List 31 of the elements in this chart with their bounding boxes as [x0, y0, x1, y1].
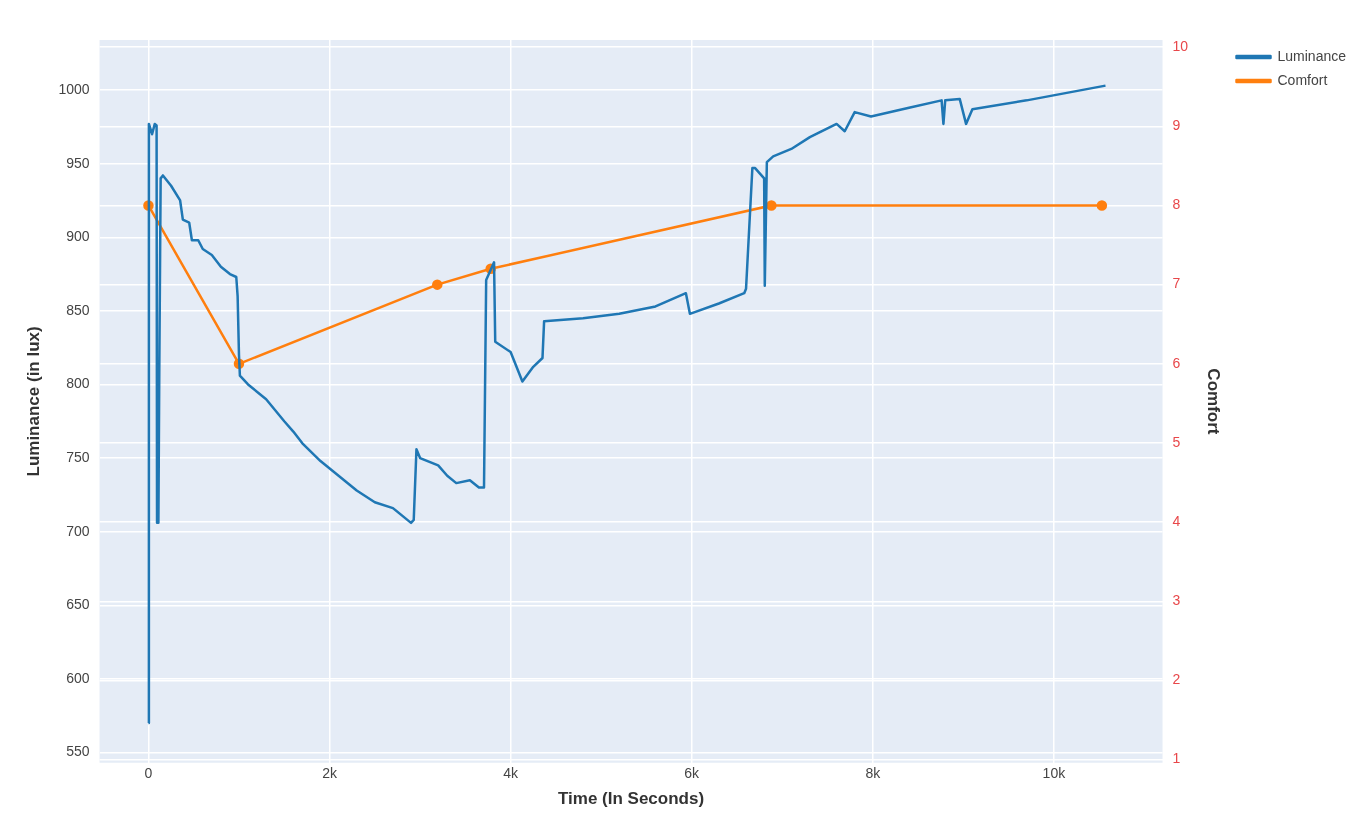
y-tick-label: 800	[66, 375, 90, 392]
legend-label: Comfort	[1277, 71, 1328, 88]
y2-tick-label: 7	[1172, 275, 1181, 292]
x-axis-title: Time (In Seconds)	[557, 789, 705, 809]
y-tick-label: 700	[66, 522, 90, 539]
y2-tick-label: 9	[1172, 117, 1181, 134]
y2-tick-label: 5	[1172, 433, 1181, 450]
y2-tick-label: 4	[1172, 512, 1181, 529]
y2-tick-label: 2	[1172, 671, 1181, 688]
y-tick-label: 600	[66, 669, 90, 686]
x-tick-label: 0	[144, 765, 153, 782]
y-tick-label: 750	[66, 448, 90, 465]
y2-tick-label: 10	[1172, 37, 1189, 54]
x-tick-label: 10k	[1042, 765, 1067, 782]
y-tick-label: 850	[66, 301, 90, 318]
legend-label: Luminance	[1277, 47, 1347, 64]
y2-tick-label: 1	[1172, 750, 1181, 767]
y2-tick-label: 8	[1172, 196, 1181, 213]
x-tick-label: 6k	[684, 765, 701, 782]
y-axis-title: Luminance (in lux)	[23, 326, 43, 477]
y-tick-label: 1000	[58, 80, 90, 97]
y2-tick-label: 6	[1172, 354, 1181, 371]
y2-axis-title: Comfort	[1203, 368, 1223, 435]
y-tick-label: 650	[66, 596, 90, 613]
y-tick-label: 900	[66, 228, 90, 245]
y-tick-label: 550	[66, 743, 90, 760]
y2-tick-label: 3	[1172, 592, 1181, 609]
y-tick-label: 950	[66, 154, 90, 171]
x-tick-label: 2k	[322, 765, 338, 782]
x-tick-label: 8k	[865, 765, 882, 782]
x-tick-label: 4k	[503, 765, 519, 782]
